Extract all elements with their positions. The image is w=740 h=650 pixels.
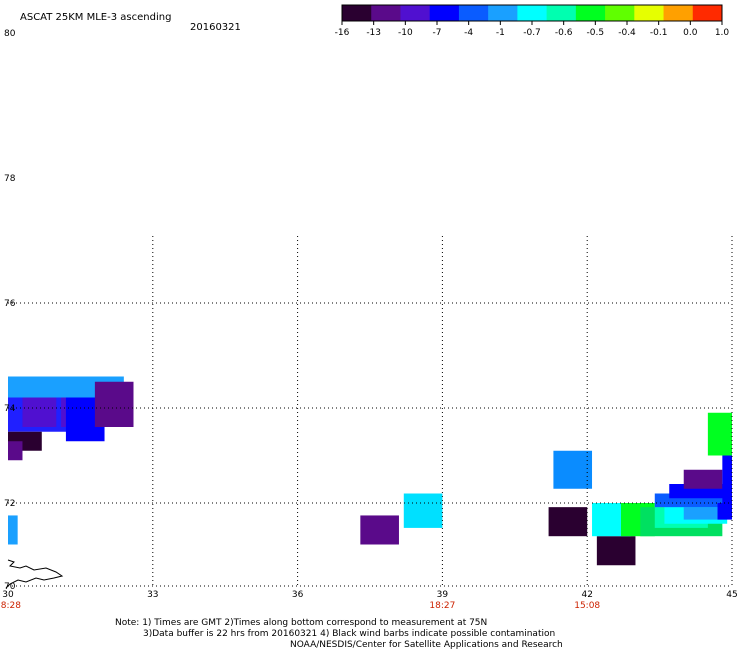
lat-label: 80 bbox=[4, 29, 16, 39]
lat-label: 74 bbox=[4, 404, 16, 414]
colorbar-label: 1.0 bbox=[715, 28, 730, 38]
lon-label: 45 bbox=[726, 590, 737, 600]
colorbar-label: -7 bbox=[433, 28, 442, 38]
time-label: 15:08 bbox=[574, 601, 600, 611]
data-cell bbox=[717, 503, 732, 520]
data-cells bbox=[8, 376, 732, 566]
data-cell bbox=[8, 441, 23, 461]
data-cell bbox=[722, 455, 732, 503]
coastline bbox=[5, 559, 64, 589]
map-date: 20160321 bbox=[190, 22, 241, 33]
colorbar-swatch bbox=[546, 5, 577, 21]
colorbar-label: -0.4 bbox=[618, 28, 636, 38]
data-cell bbox=[553, 450, 593, 489]
colorbar-label: -10 bbox=[398, 28, 413, 38]
colorbar-label: -4 bbox=[464, 28, 473, 38]
lat-label: 76 bbox=[4, 299, 16, 309]
data-cell bbox=[596, 536, 636, 566]
lon-label: 30 bbox=[2, 590, 14, 600]
note-line-3: NOAA/NESDIS/Center for Satellite Applica… bbox=[290, 640, 563, 650]
colorbar-label: -1 bbox=[496, 28, 505, 38]
colorbar-swatch bbox=[488, 5, 518, 21]
note-line-1: Note: 1) Times are GMT 2)Times along bot… bbox=[115, 618, 487, 628]
map-title: ASCAT 25KM MLE-3 ascending bbox=[20, 12, 171, 23]
lon-label: 33 bbox=[147, 590, 158, 600]
colorbar-label: -0.6 bbox=[555, 28, 573, 38]
data-cell bbox=[683, 469, 723, 489]
colorbar bbox=[341, 4, 723, 25]
lat-label: 72 bbox=[4, 499, 15, 509]
colorbar-swatch bbox=[692, 5, 723, 21]
graticule bbox=[8, 236, 733, 587]
colorbar-swatch bbox=[371, 5, 401, 21]
colorbar-label: -0.7 bbox=[523, 28, 541, 38]
colorbar-swatch bbox=[605, 5, 635, 21]
colorbar-swatch bbox=[400, 5, 431, 21]
colorbar-swatch bbox=[517, 5, 548, 21]
lat-label: 70 bbox=[4, 582, 16, 592]
data-cell bbox=[548, 507, 588, 537]
colorbar-swatch bbox=[634, 5, 665, 21]
lat-label: 78 bbox=[4, 174, 16, 184]
colorbar-label: 0.0 bbox=[683, 28, 698, 38]
data-cell bbox=[8, 515, 18, 545]
data-cell bbox=[22, 397, 57, 427]
colorbar-swatch bbox=[663, 5, 694, 21]
colorbar-swatch bbox=[342, 5, 372, 21]
note-line-2: 3)Data buffer is 22 hrs from 20160321 4)… bbox=[143, 629, 555, 639]
colorbar-swatch bbox=[429, 5, 460, 21]
data-cell bbox=[707, 412, 732, 456]
data-cell bbox=[683, 507, 728, 520]
colorbar-swatch bbox=[575, 5, 606, 21]
time-label: 18:27 bbox=[429, 601, 455, 611]
time-label: 18:28 bbox=[0, 601, 21, 611]
data-cell bbox=[94, 381, 134, 427]
lon-label: 42 bbox=[581, 590, 592, 600]
colorbar-labels: -16 -13 -10 -7 -4 -1 -0.7 -0.6 -0.5 -0.4 -0.1 0.0 1.… bbox=[335, 28, 730, 38]
colorbar-swatch bbox=[458, 5, 489, 21]
data-cell bbox=[360, 515, 399, 545]
colorbar-label: -13 bbox=[366, 28, 381, 38]
colorbar-label: -0.1 bbox=[650, 28, 668, 38]
data-cell bbox=[403, 493, 443, 528]
lon-label: 36 bbox=[292, 590, 304, 600]
lon-label: 39 bbox=[437, 590, 449, 600]
colorbar-label: -16 bbox=[335, 28, 350, 38]
colorbar-label: -0.5 bbox=[587, 28, 605, 38]
